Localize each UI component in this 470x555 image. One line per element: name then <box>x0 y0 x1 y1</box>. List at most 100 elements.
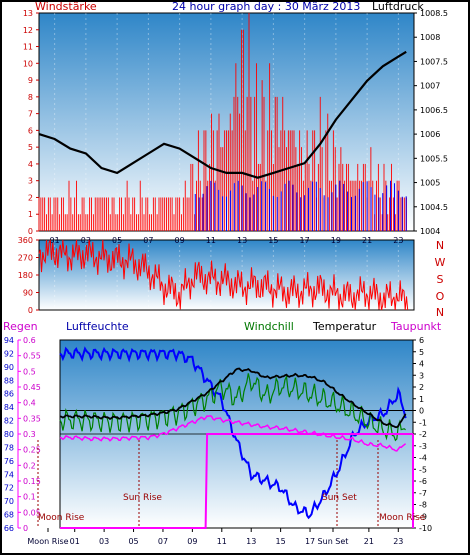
rain-tick-label: 0.5 <box>23 367 36 376</box>
wind-x-tick-label: 03 <box>81 236 91 245</box>
dir-compass-label: N <box>436 306 444 319</box>
pressure-tick-label: 1005.5 <box>420 154 448 163</box>
humidity-tick-label: 86 <box>4 390 14 399</box>
temp-tick-label: -6 <box>419 477 427 486</box>
wind-x-tick-label: 21 <box>362 236 372 245</box>
wind-tick-label: 13 <box>23 9 33 18</box>
humidity-tick-label: 84 <box>4 403 14 412</box>
pressure-tick-label: 1008 <box>420 33 440 42</box>
wind-tick-label: 5 <box>28 143 33 152</box>
label-taupunkt: Taupunkt <box>390 320 442 333</box>
label-temperatur: Temperatur <box>312 320 377 333</box>
humidity-tick-label: 88 <box>4 376 14 385</box>
humidity-tick-label: 72 <box>4 484 14 493</box>
rain-tick-label: 0 <box>23 524 28 533</box>
rain-line <box>60 433 413 529</box>
humidity-tick-label: 92 <box>4 349 14 358</box>
rain-tick-label: 0.1 <box>23 493 36 502</box>
temperature-line <box>59 367 407 429</box>
temp-tick-label: -8 <box>419 501 427 510</box>
climate-x-tick-label: 23 <box>393 537 403 546</box>
dir-tick-label: 0 <box>28 306 33 315</box>
dir-compass-label: O <box>436 290 445 303</box>
wind-tick-label: 9 <box>28 76 33 85</box>
rain-tick-label: 0.25 <box>23 446 41 455</box>
direction-line <box>38 239 409 311</box>
wind-tick-label: 12 <box>23 26 33 35</box>
rain-tick-label: 0.05 <box>23 508 41 517</box>
temp-tick-label: -9 <box>419 512 427 521</box>
climate-x-tick-label: 09 <box>187 537 197 546</box>
temp-tick-label: -7 <box>419 489 427 498</box>
wind-tick-label: 8 <box>28 93 33 102</box>
dir-compass-label: W <box>435 256 446 269</box>
rain-tick-label: 0.45 <box>23 383 41 392</box>
title-date: 24 hour graph day : 30 März 2013 <box>172 0 360 13</box>
rain-tick-label: 0.2 <box>23 461 36 470</box>
wind-x-tick-label: 13 <box>237 236 247 245</box>
humidity-tick-label: 76 <box>4 457 14 466</box>
temp-tick-label: 6 <box>419 336 424 345</box>
wind-x-tick-label: 07 <box>143 236 153 245</box>
annotation-sun-rise: Sun Rise <box>123 493 162 503</box>
wind-tick-label: 2 <box>28 193 33 202</box>
climate-x-tick-label: Moon Rise <box>27 537 68 546</box>
wind-tick-label: 1 <box>28 210 33 219</box>
wind-x-tick-label: 01 <box>50 236 60 245</box>
humidity-tick-label: 80 <box>4 430 14 439</box>
data-series <box>38 13 414 529</box>
pressure-tick-label: 1004 <box>420 227 440 236</box>
temp-tick-label: 0 <box>419 407 424 416</box>
humidity-tick-label: 82 <box>4 417 14 426</box>
rain-tick-label: 0.4 <box>23 399 36 408</box>
climate-x-tick-label: 03 <box>99 537 109 546</box>
dewpoint-line <box>59 415 407 452</box>
humidity-tick-label: 68 <box>4 511 14 520</box>
rain-tick-label: 0.15 <box>23 477 41 486</box>
temp-tick-label: -4 <box>419 454 427 463</box>
climate-x-tick-label: 01 <box>70 537 80 546</box>
wind-x-tick-label: 23 <box>393 236 403 245</box>
annotation-moon-rise-a: Moon Rise <box>38 513 85 523</box>
temp-tick-label: 4 <box>419 360 424 369</box>
climate-x-tick-label: 11 <box>217 537 227 546</box>
wind-x-tick-label: 11 <box>206 236 216 245</box>
dir-compass-label: S <box>437 273 444 286</box>
annotations: Moon Rise Sun Rise Sun Set Moon Rise <box>38 493 426 523</box>
humidity-tick-label: 94 <box>4 336 14 345</box>
wind-tick-label: 4 <box>28 160 33 169</box>
title-luftdruck: Luftdruck <box>372 0 424 13</box>
pressure-line <box>38 50 407 179</box>
dir-tick-label: 90 <box>23 289 33 298</box>
windchill-line <box>59 373 406 442</box>
pressure-tick-label: 1007 <box>420 82 440 91</box>
pressure-tick-label: 1006 <box>420 130 440 139</box>
pressure-tick-label: 1008.5 <box>420 9 448 18</box>
wind-x-tick-label: 09 <box>175 236 185 245</box>
climate-x-tick-label: 17 <box>305 537 315 546</box>
temp-tick-label: 1 <box>419 395 424 404</box>
label-luftfeuchte: Luftfeuchte <box>66 320 129 333</box>
annotation-sun-set: Sun Set <box>322 493 357 503</box>
wind-x-tick-label: 15 <box>268 236 278 245</box>
wind-series <box>38 13 407 231</box>
temp-tick-label: -3 <box>419 442 427 451</box>
humidity-tick-label: 74 <box>4 470 14 479</box>
label-windchill: Windchill <box>244 320 294 333</box>
annotation-moon-rise-b: Moon Rise <box>379 513 426 523</box>
humidity-tick-label: 70 <box>4 497 14 506</box>
temp-tick-label: -2 <box>419 430 427 439</box>
wind-tick-label: 11 <box>23 43 33 52</box>
temp-tick-label: 5 <box>419 348 424 357</box>
rain-tick-label: 0.55 <box>23 352 41 361</box>
wind-tick-label: 3 <box>28 177 33 186</box>
wind-x-tick-label: 19 <box>331 236 341 245</box>
pressure-tick-label: 1005 <box>420 179 440 188</box>
humidity-tick-label: 66 <box>4 524 14 533</box>
temp-tick-label: -10 <box>419 524 432 533</box>
pressure-tick-label: 1007.5 <box>420 57 448 66</box>
dir-tick-label: 180 <box>18 271 33 280</box>
